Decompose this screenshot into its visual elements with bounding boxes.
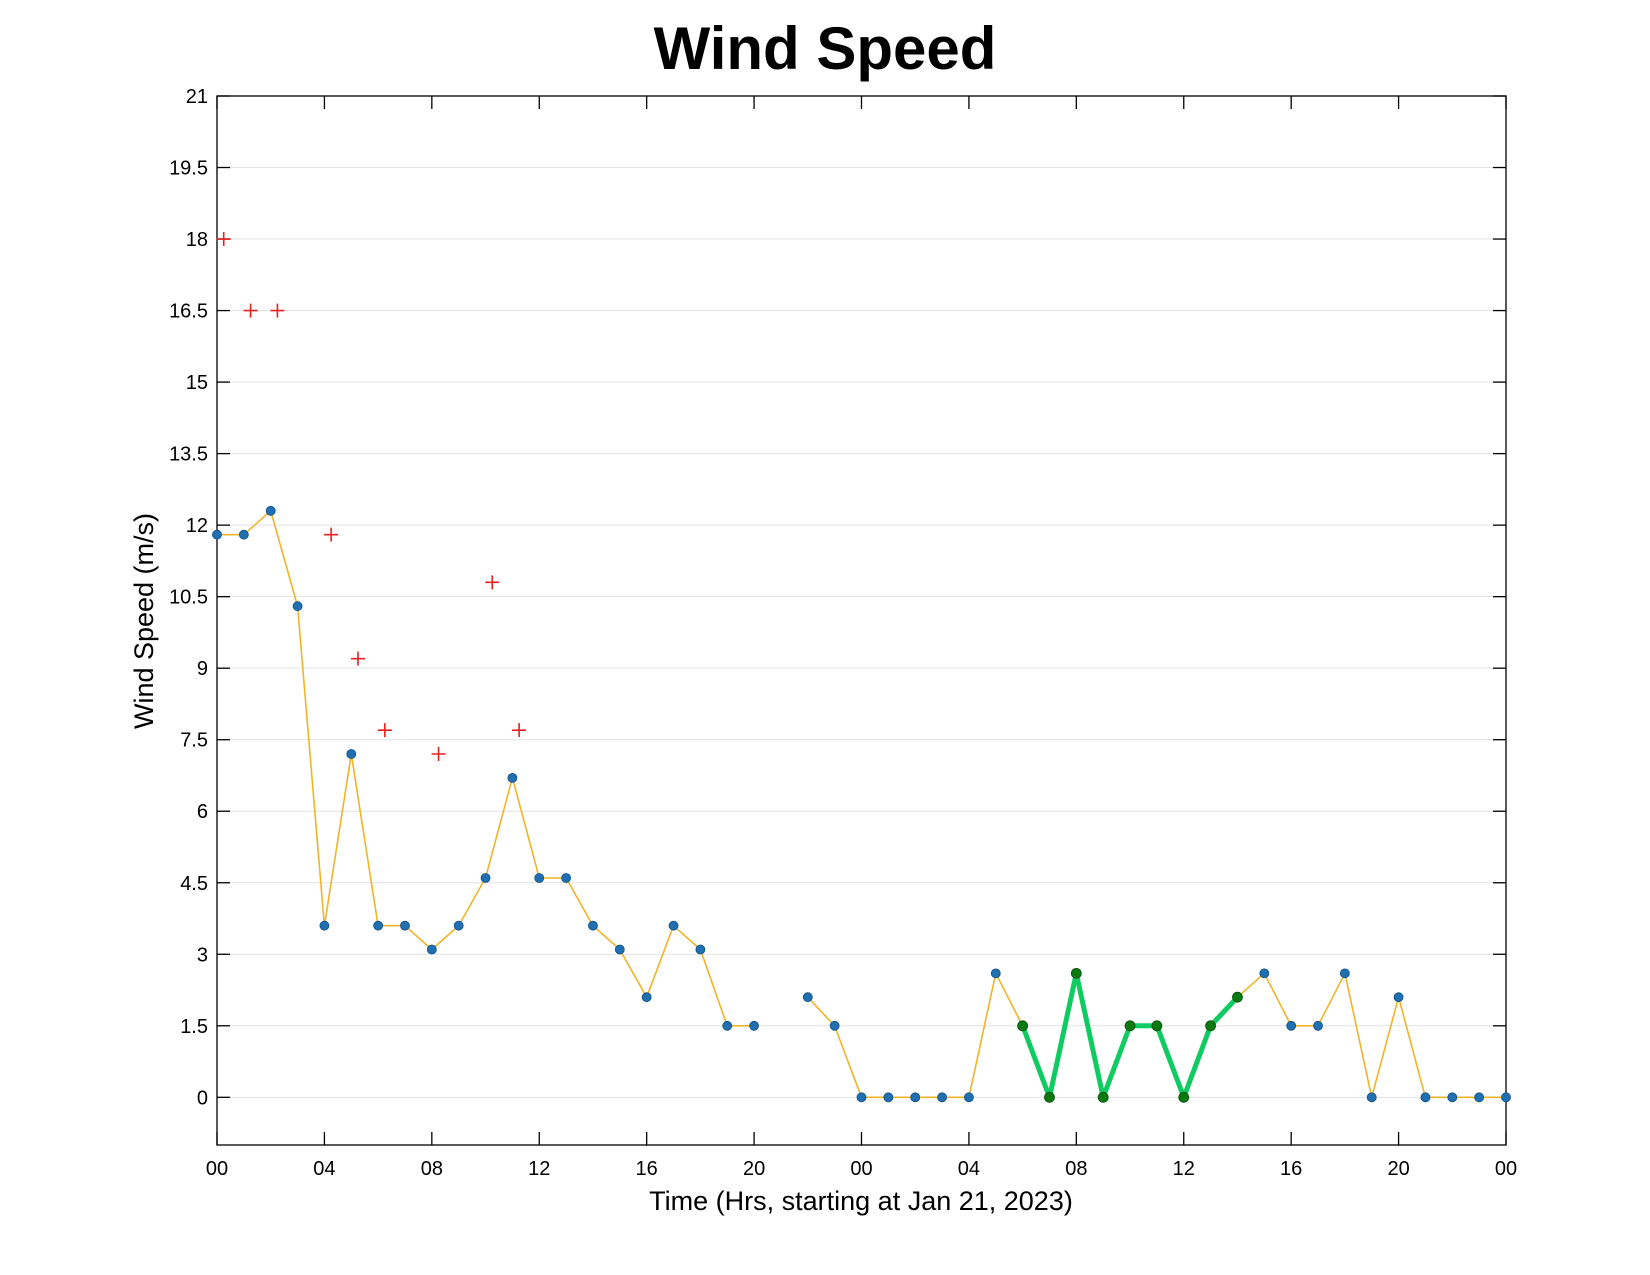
data-point — [695, 944, 706, 955]
y-tick-label: 13.5 — [169, 444, 208, 466]
x-tick-label: 00 — [206, 1158, 228, 1180]
x-tick-label: 00 — [850, 1158, 872, 1180]
y-tick-labels: 0 1.5 3 4.5 6 7.5 9 10.5 12 13.5 15 16.5 18 19.5 21 — [169, 86, 208, 1109]
series-line-segment — [217, 509, 755, 1027]
y-tick-label: 9 — [197, 658, 208, 680]
y-tick-label: 1.5 — [180, 1016, 208, 1038]
data-point — [373, 920, 384, 931]
plus-marker — [377, 723, 392, 738]
highlighted-data-point — [1178, 1091, 1190, 1103]
data-point — [937, 1092, 947, 1103]
data-point — [641, 992, 652, 1003]
x-tick-label: 16 — [1280, 1158, 1302, 1180]
data-point — [534, 873, 545, 883]
y-tick-label: 7.5 — [180, 730, 208, 752]
y-tick-label: 15 — [186, 372, 208, 394]
data-point — [400, 920, 410, 931]
y-tick-label: 16.5 — [169, 301, 208, 323]
x-tick-label: 16 — [636, 1158, 658, 1180]
data-point — [346, 749, 357, 759]
grid-lines — [217, 95, 1506, 1098]
plus-marker — [485, 575, 500, 590]
data-point — [990, 968, 1001, 979]
data-point — [1420, 1092, 1431, 1103]
plus-marker — [350, 651, 365, 666]
plus-marker — [324, 527, 339, 542]
chart-title: Wind Speed — [653, 15, 997, 82]
y-tick-label: 18 — [186, 229, 208, 251]
x-axis-title: Time (Hrs, starting at Jan 21, 2023) — [649, 1186, 1073, 1216]
data-point — [1313, 1020, 1323, 1031]
data-point — [561, 873, 572, 883]
data-point — [453, 920, 464, 931]
data-point — [1366, 1092, 1377, 1103]
data-point — [614, 944, 625, 955]
data-point — [1259, 968, 1270, 979]
data-point — [1447, 1092, 1458, 1103]
x-tick-labels: 00 04 08 12 16 20 00 04 08 12 16 20 00 — [206, 1158, 1517, 1180]
highlighted-data-point — [1097, 1091, 1109, 1103]
x-tick-label: 08 — [1065, 1158, 1087, 1180]
data-point — [1501, 1092, 1511, 1103]
data-point — [883, 1092, 894, 1103]
plus-marker — [512, 723, 527, 738]
y-tick-label: 12 — [186, 515, 208, 537]
data-point — [910, 1092, 921, 1103]
highlighted-data-point — [1232, 991, 1243, 1003]
x-tick-label: 12 — [1173, 1158, 1195, 1180]
data-point — [507, 772, 518, 783]
y-axis-title: Wind Speed (m/s) — [129, 513, 159, 729]
y-tick-label: 6 — [197, 801, 208, 823]
x-tick-label: 20 — [743, 1158, 765, 1180]
plus-marker — [216, 232, 231, 247]
data-point — [480, 873, 491, 883]
y-tick-label: 21 — [186, 86, 208, 108]
highlighted-data-point — [1044, 1091, 1055, 1103]
data-point — [1393, 992, 1404, 1003]
highlighted-data-point — [1205, 1020, 1217, 1032]
axis-ticks — [216, 95, 1507, 1145]
data-point — [668, 920, 679, 931]
data-point — [1474, 1092, 1485, 1103]
plus-marker — [270, 303, 285, 318]
x-tick-label: 04 — [958, 1158, 980, 1180]
data-point — [319, 920, 330, 931]
data-point — [426, 944, 437, 955]
data-point — [964, 1092, 974, 1103]
y-tick-label: 4.5 — [180, 873, 208, 895]
data-point — [722, 1020, 733, 1031]
x-tick-label: 04 — [313, 1158, 335, 1180]
data-point — [749, 1020, 759, 1031]
data-point — [588, 920, 598, 931]
y-tick-label: 3 — [197, 944, 208, 966]
plus-marker — [243, 303, 258, 318]
data-point — [292, 601, 303, 612]
data-point — [829, 1020, 840, 1031]
y-tick-label: 19.5 — [169, 158, 208, 180]
data-point — [1339, 968, 1350, 979]
x-tick-label: 12 — [528, 1158, 550, 1180]
highlighted-data-point — [1017, 1020, 1029, 1032]
x-tick-label: 20 — [1387, 1158, 1409, 1180]
plus-marker — [431, 747, 446, 762]
y-tick-label: 10.5 — [169, 587, 208, 609]
highlighted-data-point — [1070, 967, 1082, 979]
highlighted-data-point — [1124, 1020, 1136, 1032]
plot-area-frame — [216, 95, 1507, 1146]
series-line-segment — [807, 970, 1506, 1101]
data-point — [265, 505, 276, 516]
highlighted-series-line — [1020, 970, 1240, 1100]
series-layer — [212, 232, 1511, 1103]
x-tick-label: 00 — [1495, 1158, 1517, 1180]
data-point — [238, 529, 249, 540]
data-point — [856, 1092, 867, 1103]
data-point — [1286, 1020, 1297, 1031]
x-tick-label: 08 — [421, 1158, 443, 1180]
highlighted-data-point — [1151, 1020, 1163, 1032]
data-point — [212, 529, 222, 540]
y-tick-label: 0 — [197, 1087, 208, 1109]
data-point — [802, 992, 813, 1003]
